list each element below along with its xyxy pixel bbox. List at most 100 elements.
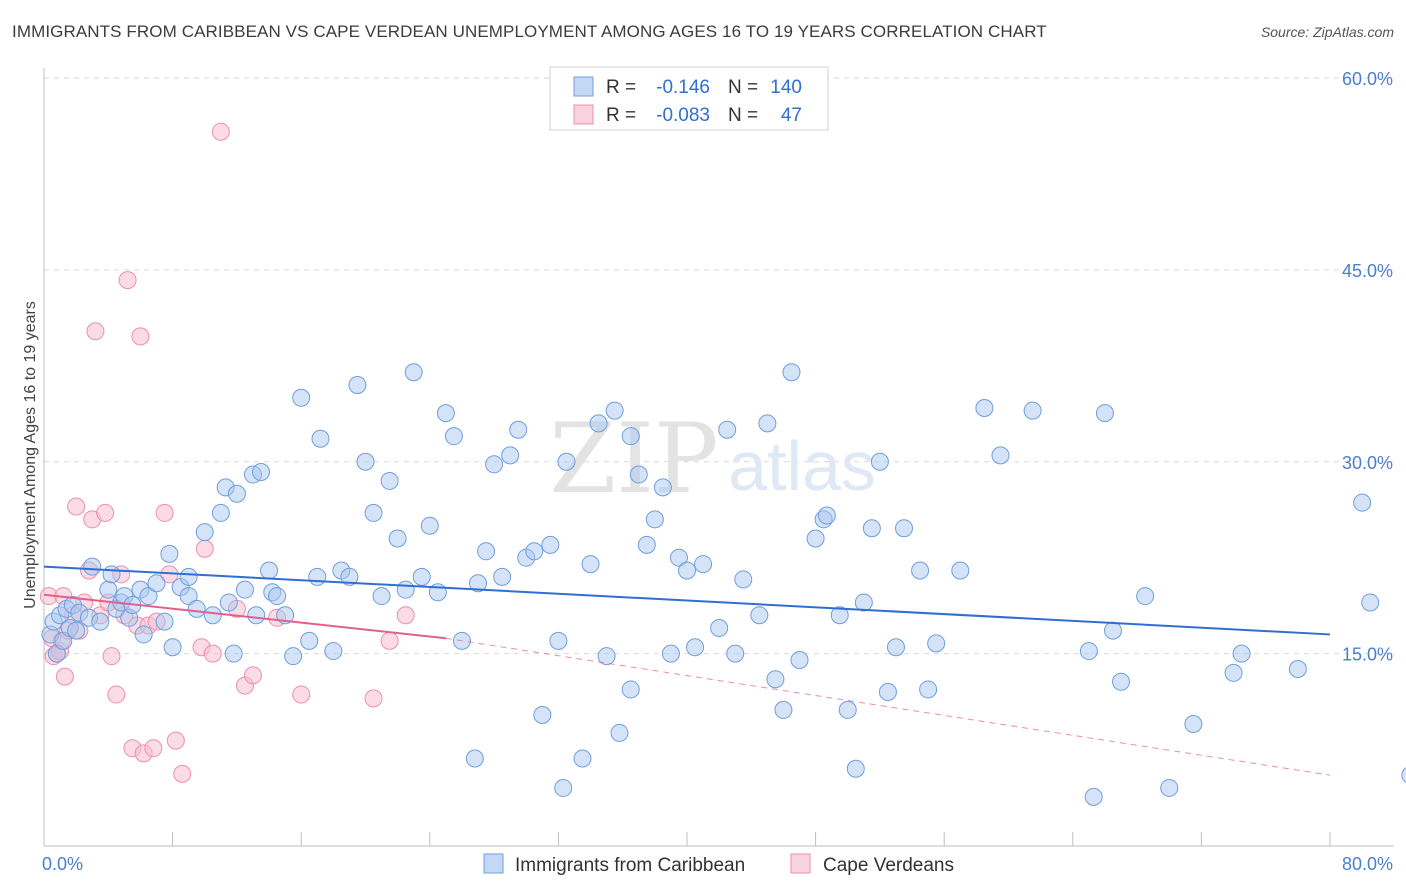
caribbean-point [380,471,399,490]
caribbean-point [817,506,836,525]
caribbean-point [509,420,528,439]
caribbean-point [533,706,552,725]
caribbean-point [862,519,881,538]
caribbean-point [758,414,777,433]
caribbean-point [493,567,512,586]
caribbean-point [444,427,463,446]
caribbean-point [911,561,930,580]
tick-labels: 15.0% 30.0% 45.0% 60.0% 0.0% 80.0% Unemploymen… [22,69,1393,874]
caribbean-point [782,363,801,382]
watermark-atlas: atlas [728,427,876,505]
caribbean-point [1023,401,1042,420]
caribbean-point [477,542,496,561]
caribbean-point [1112,672,1131,691]
caribbean-point [541,535,560,554]
caribbean-point [838,700,857,719]
caribbean-point [247,606,266,625]
caribbean-point [718,420,737,439]
caribbean-point [211,503,230,522]
caribbean-point [252,462,271,481]
caribbean-point [1095,404,1114,423]
caribbean-point [67,621,86,640]
caribbean-point [1288,659,1307,678]
cape-verdean-point [292,685,311,704]
caribbean-point [597,647,616,666]
cape-verdean-point [364,689,383,708]
caribbean-point [396,580,415,599]
caribbean-point [187,599,206,618]
chart-title: IMMIGRANTS FROM CARIBBEAN VS CAPE VERDEA… [12,22,1047,41]
caribbean-point [203,606,222,625]
caribbean-point [163,638,182,657]
legend-n-label: N = [728,105,758,126]
caribbean-point [235,580,254,599]
y-tick-label: 60.0% [1342,69,1393,89]
caribbean-point [227,484,246,503]
caribbean-point [1224,663,1243,682]
cape-verdean-trend-line [43,593,446,640]
caribbean-point [621,680,640,699]
legend-n-label: N = [728,77,758,98]
caribbean-point [139,587,158,606]
caribbean-point [610,723,629,742]
trend-lines [43,565,1331,776]
caribbean-point [420,516,439,535]
caribbean-point [1353,493,1372,512]
caribbean-point [886,638,905,657]
caribbean-point [846,759,865,778]
y-tick-label: 45.0% [1342,261,1393,281]
caribbean-point [340,567,359,586]
caribbean-point [292,388,311,407]
caribbean-point [554,778,573,797]
caribbean-point [219,593,238,612]
caribbean-point [951,561,970,580]
watermark: ZIP atlas [549,403,876,515]
caribbean-point [179,567,198,586]
legend-swatch [573,104,594,125]
legend-n-value: 140 [770,77,802,98]
caribbean-point [661,644,680,663]
caribbean-point [300,631,319,650]
caribbean-point [485,455,504,474]
legend-r-value: -0.146 [656,77,710,98]
caribbean-point [621,427,640,446]
caribbean-point [919,680,938,699]
caribbean-point [1361,593,1380,612]
caribbean-point [388,529,407,548]
caribbean-point [878,683,897,701]
caribbean-point [284,647,303,666]
x-tick-label: 80.0% [1342,854,1393,874]
caribbean-point [734,570,753,589]
caribbean-point [102,565,121,584]
cape-verdean-point [166,731,185,750]
caribbean-point [372,587,391,606]
cape-verdean-point [86,322,105,341]
cape-verdean-point [380,631,399,650]
caribbean-point [806,529,825,548]
caribbean-point [1184,714,1203,733]
caribbean-point [637,535,656,554]
caribbean-point [750,606,769,625]
caribbean-point [975,399,994,418]
caribbean-point [134,625,153,644]
caribbean-point [710,619,729,638]
caribbean-point [436,404,455,423]
cape-verdean-point [396,606,415,625]
caribbean-point [224,644,243,663]
caribbean-point [653,478,672,497]
caribbean-point [669,548,688,567]
caribbean-point [364,503,383,522]
legend-box [549,66,829,131]
caribbean-point [525,542,544,561]
caribbean-point [774,700,793,719]
cape-verdean-point [96,503,115,522]
legend-r-label: R = [606,105,636,126]
cape-verdean-point [131,327,150,346]
caribbean-point [991,446,1010,465]
legend-n-value: 47 [781,105,802,126]
cape-verdean-point [118,271,137,290]
cape-verdean-point [155,503,174,522]
y-tick-label: 15.0% [1342,645,1393,665]
caribbean-point [1160,778,1179,797]
